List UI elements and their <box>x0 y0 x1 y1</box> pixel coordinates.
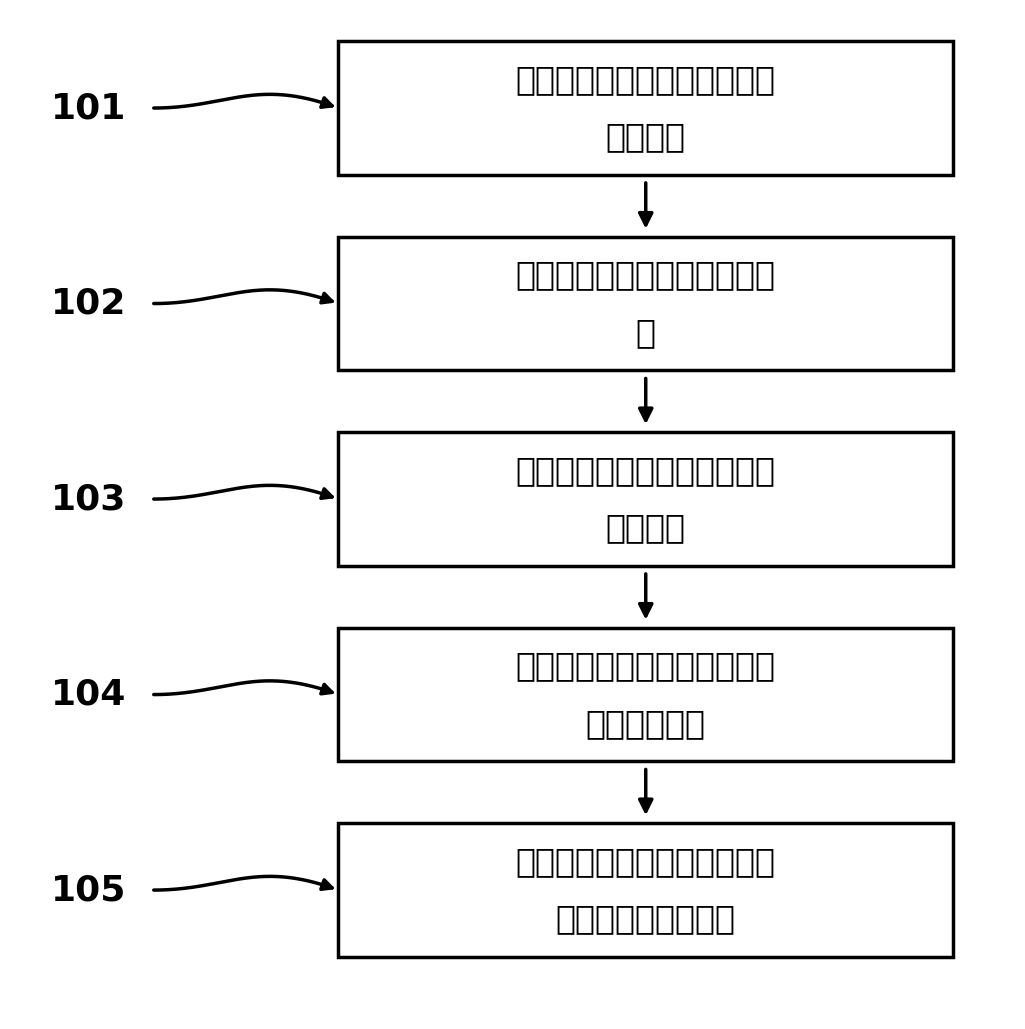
Text: 型: 型 <box>636 316 656 349</box>
Bar <box>338 823 953 957</box>
Text: 用磁共振在一个固定的平面上: 用磁共振在一个固定的平面上 <box>516 649 776 682</box>
Text: 对目标所在的感兴趣区域进行: 对目标所在的感兴趣区域进行 <box>516 63 776 96</box>
Text: 图像进行相似度比对: 图像进行相似度比对 <box>556 902 736 935</box>
Bar <box>338 41 953 175</box>
Text: 103: 103 <box>51 482 127 517</box>
Text: 用地图集中的纹理地图与二维: 用地图集中的纹理地图与二维 <box>516 845 776 878</box>
Text: 根据三维模型建立目标断层纹: 根据三维模型建立目标断层纹 <box>516 454 776 487</box>
Text: 理地图集: 理地图集 <box>606 511 686 544</box>
Text: 102: 102 <box>51 286 127 321</box>
Bar <box>338 432 953 566</box>
Bar <box>338 628 953 761</box>
Text: 101: 101 <box>51 91 127 126</box>
Bar <box>338 237 953 370</box>
Text: 105: 105 <box>51 873 127 908</box>
Text: 104: 104 <box>51 677 127 712</box>
Text: 三维成像: 三维成像 <box>606 120 686 153</box>
Text: 从图像中分割出目标的三维模: 从图像中分割出目标的三维模 <box>516 258 776 291</box>
Text: 进行二维成像: 进行二维成像 <box>585 707 706 740</box>
